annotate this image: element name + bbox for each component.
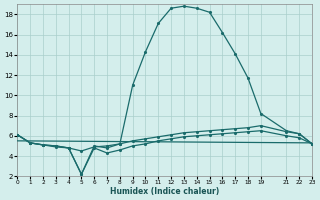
X-axis label: Humidex (Indice chaleur): Humidex (Indice chaleur) (110, 187, 219, 196)
